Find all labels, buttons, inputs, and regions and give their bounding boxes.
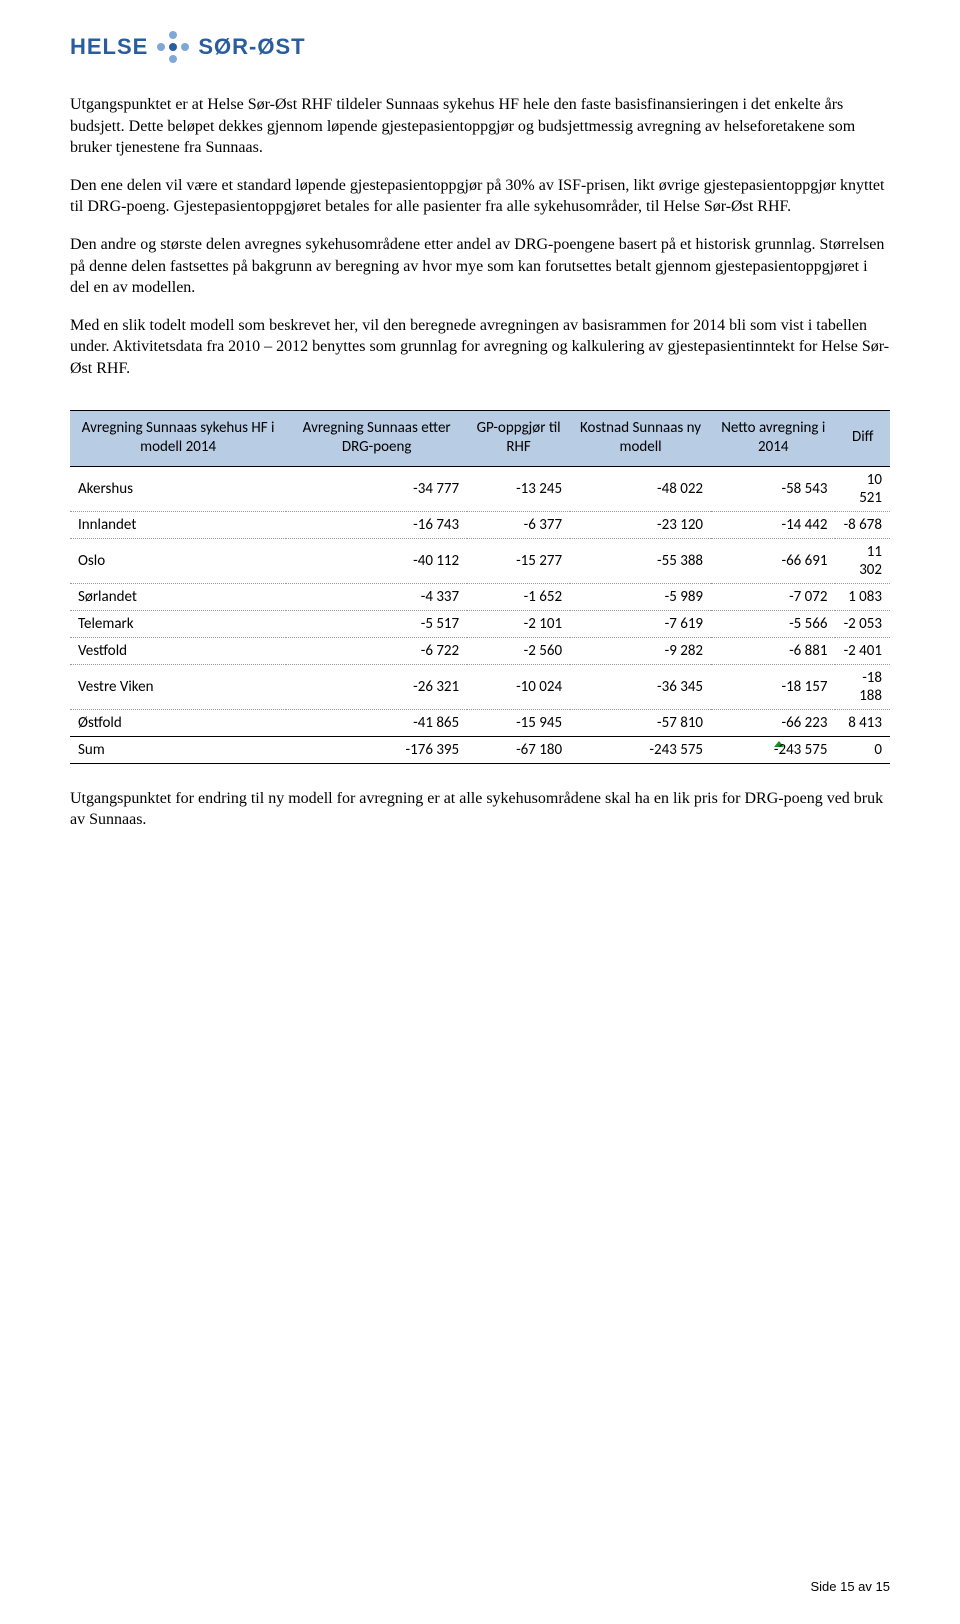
table-cell: -66 691 — [711, 538, 835, 583]
table-cell: -8 678 — [835, 511, 890, 538]
closing-paragraph: Utgangspunktet for endring til ny modell… — [70, 788, 890, 831]
table-cell: -2 560 — [467, 637, 570, 664]
table-cell: -10 024 — [467, 664, 570, 709]
table-sum-cell: -67 180 — [467, 736, 570, 763]
table-cell: -15 945 — [467, 709, 570, 736]
table-header-row: Avregning Sunnaas sykehus HF i modell 20… — [70, 410, 890, 466]
table-cell: Vestre Viken — [70, 664, 286, 709]
table-header: Netto avregning i 2014 — [711, 410, 835, 466]
table-sum-cell: Sum — [70, 736, 286, 763]
body-paragraph: Utgangspunktet er at Helse Sør-Øst RHF t… — [70, 94, 890, 159]
avregning-table: Avregning Sunnaas sykehus HF i modell 20… — [70, 410, 890, 764]
table-cell: -36 345 — [570, 664, 711, 709]
table-cell: -55 388 — [570, 538, 711, 583]
table-cell: -41 865 — [286, 709, 467, 736]
table-cell: -13 245 — [467, 466, 570, 511]
table-cell: -7 619 — [570, 610, 711, 637]
table-body: Akershus-34 777-13 245-48 022-58 54310 5… — [70, 466, 890, 763]
table-header: Avregning Sunnaas sykehus HF i modell 20… — [70, 410, 286, 466]
table-cell: -6 377 — [467, 511, 570, 538]
table-header: Diff — [835, 410, 890, 466]
table-sum-row: Sum-176 395-67 180-243 575-243 5750 — [70, 736, 890, 763]
table-cell: Akershus — [70, 466, 286, 511]
table-sum-cell: -176 395 — [286, 736, 467, 763]
table-cell: 10 521 — [835, 466, 890, 511]
table-row: Oslo-40 112-15 277-55 388-66 69111 302 — [70, 538, 890, 583]
table-cell: -48 022 — [570, 466, 711, 511]
table-row: Vestfold-6 722-2 560-9 282-6 881-2 401 — [70, 637, 890, 664]
table-cell: Oslo — [70, 538, 286, 583]
logo-text-right: SØR-ØST — [198, 34, 305, 60]
table-cell: -6 881 — [711, 637, 835, 664]
table-cell: Innlandet — [70, 511, 286, 538]
body-paragraph: Den ene delen vil være et standard løpen… — [70, 175, 890, 218]
table-sum-cell: -243 575 — [711, 736, 835, 763]
table-cell: -66 223 — [711, 709, 835, 736]
table-cell: -34 777 — [286, 466, 467, 511]
table-header: Kostnad Sunnaas ny modell — [570, 410, 711, 466]
table-cell: 11 302 — [835, 538, 890, 583]
table-cell: -18 157 — [711, 664, 835, 709]
table-cell: -5 566 — [711, 610, 835, 637]
table-cell: -40 112 — [286, 538, 467, 583]
table-cell: -18 188 — [835, 664, 890, 709]
table-cell: Telemark — [70, 610, 286, 637]
table-cell: -4 337 — [286, 583, 467, 610]
table-cell: Østfold — [70, 709, 286, 736]
table-sum-cell: -243 575 — [570, 736, 711, 763]
table-cell: Vestfold — [70, 637, 286, 664]
table-cell: -5 989 — [570, 583, 711, 610]
table-cell: -57 810 — [570, 709, 711, 736]
table-cell: 1 083 — [835, 583, 890, 610]
table-row: Telemark-5 517-2 101-7 619-5 566-2 053 — [70, 610, 890, 637]
body-paragraph: Den andre og største delen avregnes syke… — [70, 234, 890, 299]
table-cell: -7 072 — [711, 583, 835, 610]
table-cell: -14 442 — [711, 511, 835, 538]
table-row: Akershus-34 777-13 245-48 022-58 54310 5… — [70, 466, 890, 511]
logo-dots-icon — [156, 30, 190, 64]
table-cell: -2 053 — [835, 610, 890, 637]
table-cell: -2 101 — [467, 610, 570, 637]
table-sum-cell: 0 — [835, 736, 890, 763]
table-row: Vestre Viken-26 321-10 024-36 345-18 157… — [70, 664, 890, 709]
body-paragraph: Med en slik todelt modell som beskrevet … — [70, 315, 890, 380]
table-header: GP-oppgjør til RHF — [467, 410, 570, 466]
data-table-container: Avregning Sunnaas sykehus HF i modell 20… — [70, 410, 890, 764]
page-footer: Side 15 av 15 — [810, 1579, 890, 1594]
table-cell: -58 543 — [711, 466, 835, 511]
table-cell: -2 401 — [835, 637, 890, 664]
table-cell: -9 282 — [570, 637, 711, 664]
table-cell: -23 120 — [570, 511, 711, 538]
table-cell: Sørlandet — [70, 583, 286, 610]
logo-text-left: HELSE — [70, 34, 148, 60]
table-header: Avregning Sunnaas etter DRG-poeng — [286, 410, 467, 466]
table-cell: -16 743 — [286, 511, 467, 538]
cell-marker-icon — [774, 741, 784, 747]
table-cell: 8 413 — [835, 709, 890, 736]
table-cell: -15 277 — [467, 538, 570, 583]
table-cell: -1 652 — [467, 583, 570, 610]
table-cell: -26 321 — [286, 664, 467, 709]
logo: HELSE SØR-ØST — [70, 30, 890, 64]
table-row: Østfold-41 865-15 945-57 810-66 2238 413 — [70, 709, 890, 736]
table-row: Sørlandet-4 337-1 652-5 989-7 0721 083 — [70, 583, 890, 610]
table-row: Innlandet-16 743-6 377-23 120-14 442-8 6… — [70, 511, 890, 538]
table-cell: -5 517 — [286, 610, 467, 637]
table-cell: -6 722 — [286, 637, 467, 664]
